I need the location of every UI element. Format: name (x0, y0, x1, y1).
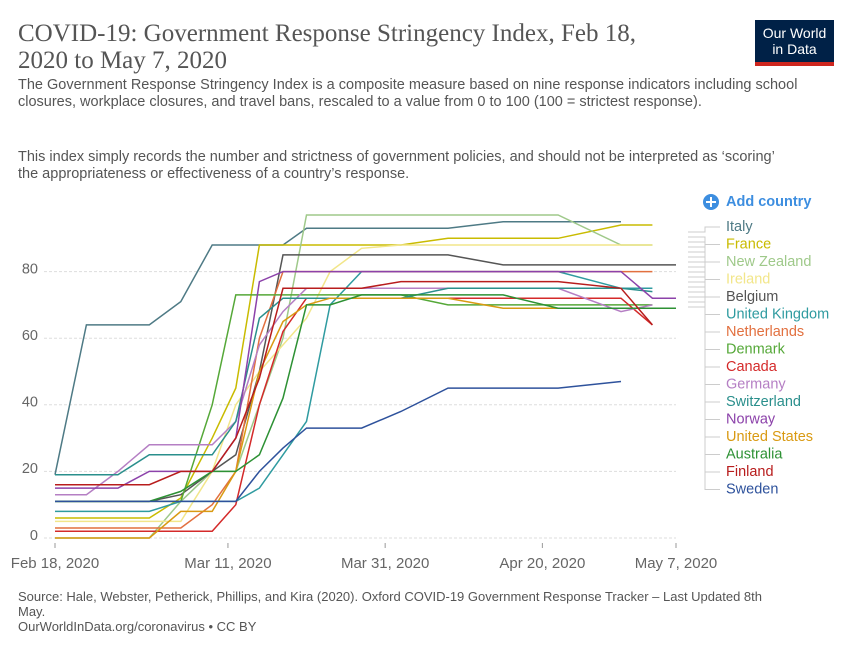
legend-connector (688, 271, 720, 368)
logo-text: Our World (762, 25, 827, 41)
legend-label: France (726, 236, 771, 252)
legend-connector (688, 251, 720, 298)
x-tick-label: Apr 20, 2020 (499, 555, 585, 572)
legend-label: Belgium (726, 289, 778, 305)
series-line (55, 380, 622, 503)
logo[interactable]: Our World in Data (755, 20, 834, 66)
series-line (54, 220, 621, 475)
legend-connector (688, 291, 720, 438)
series-line (55, 270, 653, 529)
y-tick-label: 40 (22, 395, 38, 411)
y-tick-label: 20 (22, 461, 38, 477)
series-line (55, 244, 653, 523)
x-tick-label: Feb 18, 2020 (11, 555, 99, 572)
legend-connector (688, 226, 720, 233)
series-line (55, 297, 653, 539)
source: Source: Hale, Webster, Petherick, Philli… (18, 589, 763, 619)
legend-connector (688, 256, 720, 315)
x-tick-label: Mar 11, 2020 (184, 555, 271, 572)
legend-connector (688, 306, 720, 490)
legend-connector (688, 236, 720, 245)
series-line (55, 224, 653, 519)
legend-label: Denmark (726, 341, 786, 357)
add-country-button[interactable]: Add country (703, 194, 811, 210)
y-tick-label: 80 (22, 261, 38, 277)
x-tick-label: May 7, 2020 (635, 555, 718, 572)
legend-label: Ireland (726, 271, 770, 287)
legend-connector (688, 276, 720, 385)
series-line (55, 270, 676, 489)
x-tick-label: Mar 31, 2020 (341, 555, 429, 572)
series-line (55, 297, 653, 533)
series-line (55, 254, 676, 503)
series-line (55, 280, 653, 486)
add-icon (706, 197, 716, 207)
add-country-label: Add country (726, 194, 811, 210)
series-line (55, 214, 653, 539)
legend-label: Sweden (726, 481, 778, 497)
series-line (55, 294, 653, 503)
y-tick-label: 60 (22, 328, 38, 344)
series-line (55, 287, 653, 496)
legend-label: Finland (726, 464, 774, 480)
legend-label: Canada (726, 359, 778, 375)
logo-text: in Data (772, 41, 817, 57)
legend-label: New Zealand (726, 254, 811, 270)
legend-connector (688, 296, 720, 455)
footer: Source: Hale, Webster, Petherick, Philli… (18, 589, 788, 634)
series-line (55, 294, 676, 503)
legend-label: United Kingdom (726, 306, 829, 322)
url: OurWorldInData.org/coronavirus • CC BY (18, 619, 257, 634)
legend-label: Australia (726, 446, 783, 462)
subtitle: This index simply records the number and… (18, 149, 775, 182)
legend-label: Italy (726, 219, 753, 235)
subtitle: The Government Response Stringency Index… (18, 77, 798, 110)
series-line (55, 287, 653, 476)
y-tick-label: 0 (30, 528, 38, 544)
chart-title: COVID-19: Government Response Stringency… (18, 20, 636, 74)
legend-connector (688, 301, 720, 473)
legend-label: Netherlands (726, 324, 804, 340)
legend-label: Norway (726, 411, 776, 427)
legend-label: Germany (726, 376, 786, 392)
legend-label: United States (726, 429, 813, 445)
legend-label: Switzerland (726, 394, 801, 410)
